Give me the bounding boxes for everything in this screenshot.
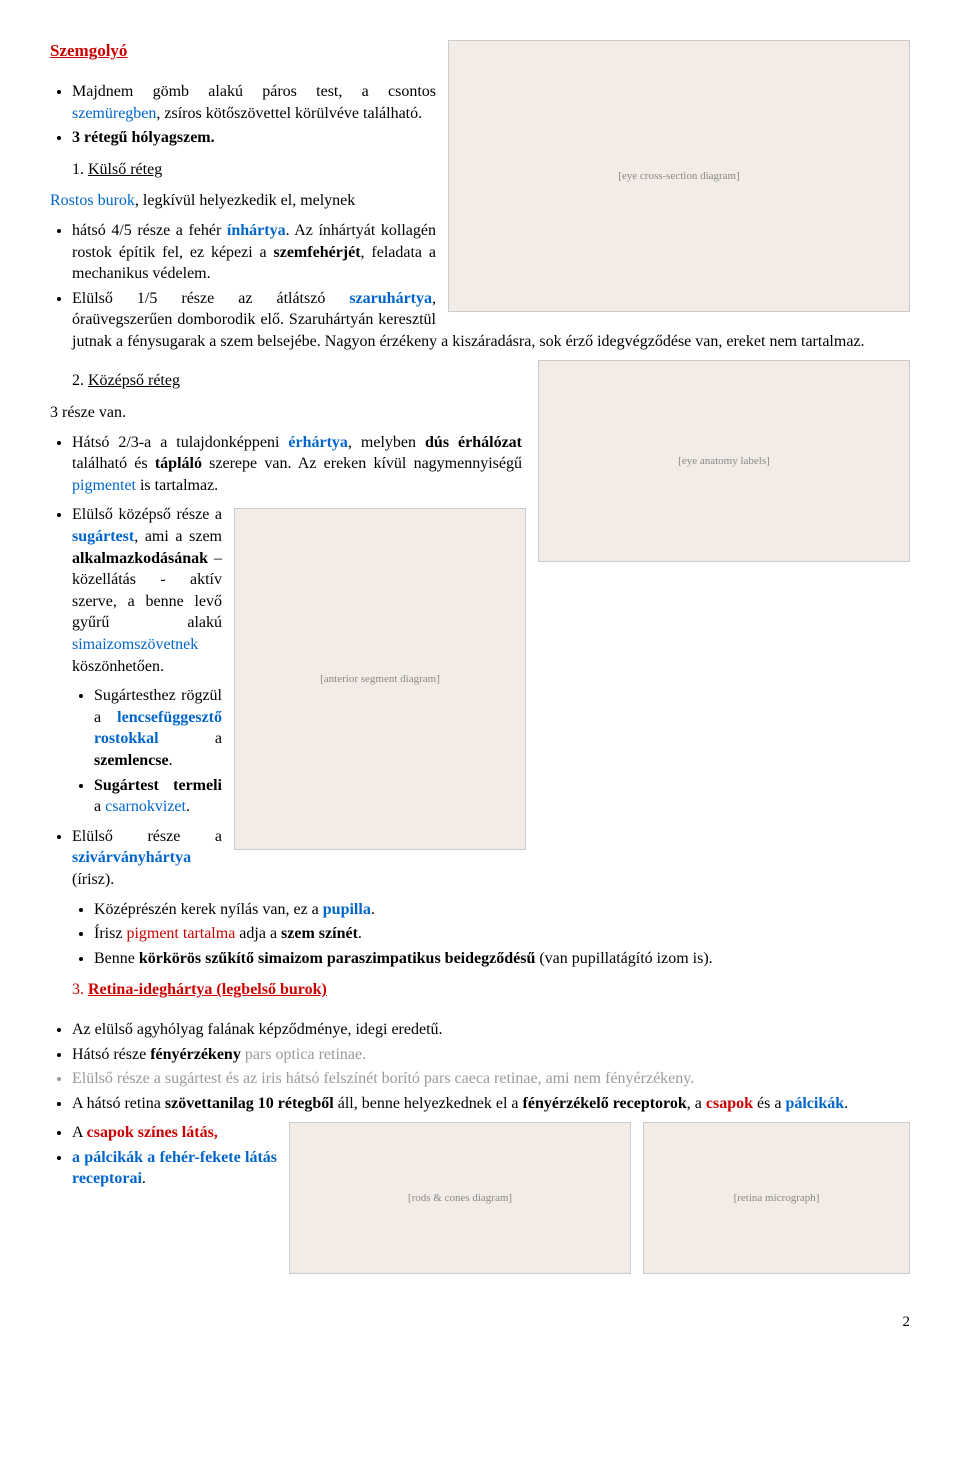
- figure-placeholder-text: [anterior segment diagram]: [320, 672, 440, 687]
- middle-layer-sub-3: Középrészén kerek nyílás van, ez a pupil…: [94, 899, 910, 921]
- retina-item-2: Hátsó része fényérzékeny pars optica ret…: [72, 1044, 910, 1066]
- middle-layer-item-1: Hátsó 2/3-a a tulajdonképpeni érhártya, …: [72, 432, 522, 497]
- section-heading-retina: Retina-ideghártya (legbelső burok): [88, 979, 910, 1001]
- figure-placeholder-text: [eye cross-section diagram]: [618, 169, 740, 184]
- retina-item-1: Az elülső agyhólyag falának képződménye,…: [72, 1019, 910, 1041]
- figure-anterior-segment: [anterior segment diagram]: [234, 508, 526, 850]
- figure-placeholder-text: [retina micrograph]: [734, 1191, 820, 1206]
- figure-retina-micrograph: [retina micrograph]: [643, 1122, 910, 1274]
- page-number: 2: [50, 1312, 910, 1332]
- figure-rods-cones: [rods & cones diagram]: [289, 1122, 631, 1274]
- outer-layer-lead: Rostos burok, legkívül helyezkedik el, m…: [50, 190, 450, 212]
- middle-layer-sub-5: Benne körkörös szűkítő simaizom paraszim…: [94, 948, 910, 970]
- figure-placeholder-text: [eye anatomy labels]: [678, 454, 770, 469]
- retina-item-6: a pálcikák a fehér-fekete látás receptor…: [72, 1147, 302, 1190]
- retina-item-3: Elülső része a sugártest és az iris háts…: [72, 1068, 910, 1090]
- figure-eye-labels: [eye anatomy labels]: [538, 360, 910, 562]
- figure-eye-cross-section: [eye cross-section diagram]: [448, 40, 910, 312]
- figure-placeholder-text: [rods & cones diagram]: [408, 1191, 512, 1206]
- intro-item-2: 3 rétegű hólyagszem.: [72, 127, 472, 149]
- middle-layer-sub-4: Írisz pigment tartalma adja a szem színé…: [94, 923, 910, 945]
- retina-item-5: A csapok színes látás,: [72, 1122, 302, 1144]
- intro-item-1: Majdnem gömb alakú páros test, a csontos…: [72, 81, 472, 124]
- retina-item-4: A hátsó retina szövettanilag 10 rétegből…: [72, 1093, 910, 1115]
